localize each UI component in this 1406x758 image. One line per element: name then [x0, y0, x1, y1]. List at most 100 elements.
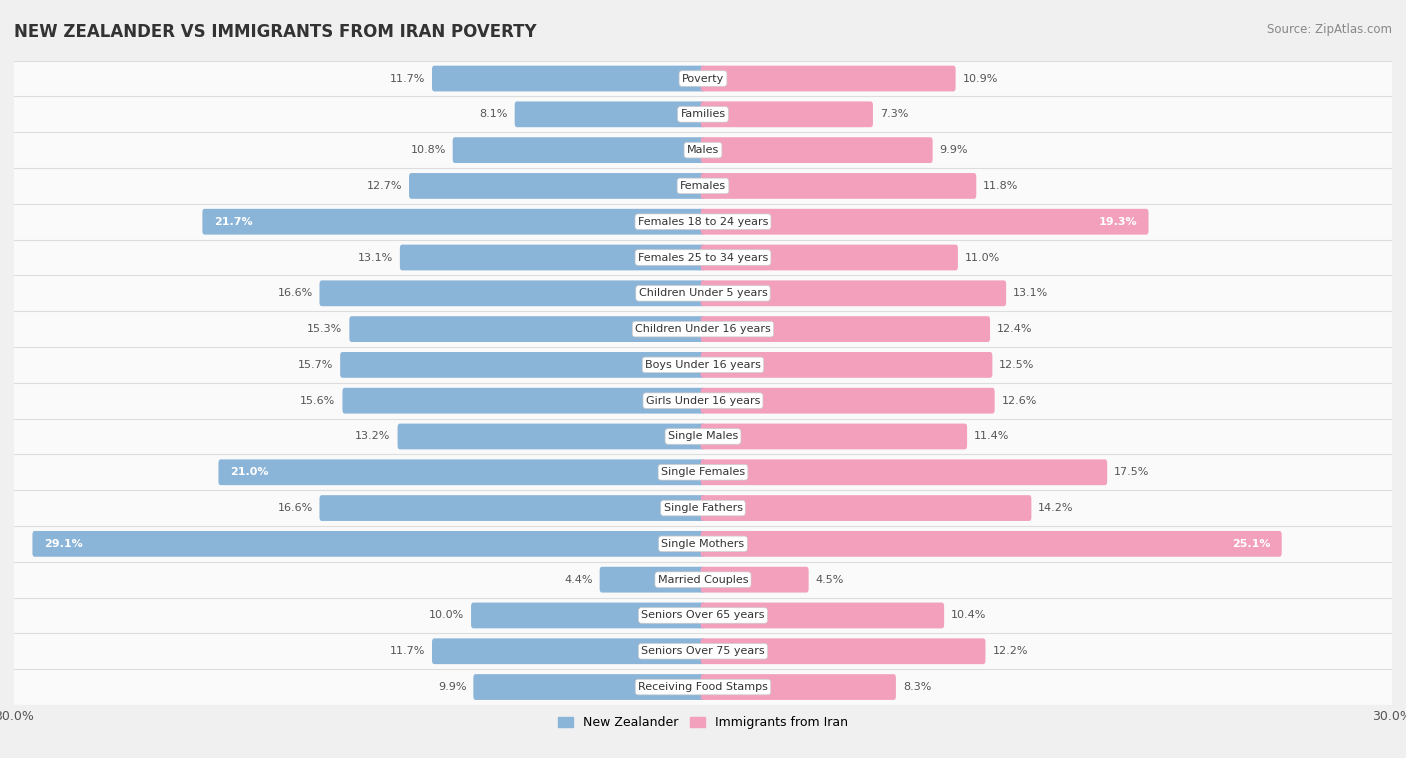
Text: 15.6%: 15.6% — [301, 396, 336, 406]
Text: 13.1%: 13.1% — [357, 252, 392, 262]
Text: 9.9%: 9.9% — [939, 145, 969, 155]
FancyBboxPatch shape — [218, 459, 706, 485]
Text: Source: ZipAtlas.com: Source: ZipAtlas.com — [1267, 23, 1392, 36]
FancyBboxPatch shape — [515, 102, 706, 127]
FancyBboxPatch shape — [319, 495, 706, 521]
FancyBboxPatch shape — [700, 638, 986, 664]
Text: Children Under 5 years: Children Under 5 years — [638, 288, 768, 299]
Text: 11.8%: 11.8% — [983, 181, 1018, 191]
Bar — [14, 132, 1392, 168]
FancyBboxPatch shape — [399, 245, 706, 271]
Text: 17.5%: 17.5% — [1114, 467, 1150, 478]
Text: 25.1%: 25.1% — [1232, 539, 1270, 549]
Text: 4.4%: 4.4% — [564, 575, 593, 584]
FancyBboxPatch shape — [471, 603, 706, 628]
Text: 8.3%: 8.3% — [903, 682, 931, 692]
Text: 13.2%: 13.2% — [356, 431, 391, 441]
Text: Boys Under 16 years: Boys Under 16 years — [645, 360, 761, 370]
FancyBboxPatch shape — [409, 173, 706, 199]
FancyBboxPatch shape — [398, 424, 706, 449]
FancyBboxPatch shape — [700, 316, 990, 342]
FancyBboxPatch shape — [599, 567, 706, 593]
FancyBboxPatch shape — [343, 388, 706, 414]
Text: 11.7%: 11.7% — [389, 74, 425, 83]
Bar — [14, 490, 1392, 526]
Text: 12.4%: 12.4% — [997, 324, 1032, 334]
FancyBboxPatch shape — [700, 495, 1032, 521]
FancyBboxPatch shape — [700, 674, 896, 700]
FancyBboxPatch shape — [474, 674, 706, 700]
Text: Seniors Over 65 years: Seniors Over 65 years — [641, 610, 765, 621]
FancyBboxPatch shape — [700, 388, 994, 414]
Text: Families: Families — [681, 109, 725, 119]
Bar — [14, 454, 1392, 490]
Text: 13.1%: 13.1% — [1012, 288, 1049, 299]
FancyBboxPatch shape — [202, 208, 706, 235]
FancyBboxPatch shape — [432, 66, 706, 92]
Text: 15.7%: 15.7% — [298, 360, 333, 370]
Text: 11.4%: 11.4% — [974, 431, 1010, 441]
Text: 10.8%: 10.8% — [411, 145, 446, 155]
FancyBboxPatch shape — [349, 316, 706, 342]
Text: Single Fathers: Single Fathers — [664, 503, 742, 513]
Text: 11.7%: 11.7% — [389, 647, 425, 656]
Text: Poverty: Poverty — [682, 74, 724, 83]
Text: 21.0%: 21.0% — [231, 467, 269, 478]
Text: 11.0%: 11.0% — [965, 252, 1000, 262]
Text: Children Under 16 years: Children Under 16 years — [636, 324, 770, 334]
Text: 9.9%: 9.9% — [437, 682, 467, 692]
Text: 29.1%: 29.1% — [44, 539, 83, 549]
Bar — [14, 634, 1392, 669]
Text: 10.4%: 10.4% — [950, 610, 987, 621]
Bar — [14, 275, 1392, 312]
FancyBboxPatch shape — [453, 137, 706, 163]
Text: Single Mothers: Single Mothers — [661, 539, 745, 549]
FancyBboxPatch shape — [700, 280, 1007, 306]
FancyBboxPatch shape — [700, 603, 945, 628]
FancyBboxPatch shape — [700, 137, 932, 163]
Text: Seniors Over 75 years: Seniors Over 75 years — [641, 647, 765, 656]
FancyBboxPatch shape — [700, 173, 976, 199]
Text: Females 18 to 24 years: Females 18 to 24 years — [638, 217, 768, 227]
FancyBboxPatch shape — [700, 459, 1107, 485]
Text: 19.3%: 19.3% — [1098, 217, 1137, 227]
Bar — [14, 96, 1392, 132]
Text: Males: Males — [688, 145, 718, 155]
FancyBboxPatch shape — [432, 638, 706, 664]
Text: 16.6%: 16.6% — [277, 288, 312, 299]
Text: 12.7%: 12.7% — [367, 181, 402, 191]
FancyBboxPatch shape — [700, 352, 993, 377]
Text: 12.6%: 12.6% — [1001, 396, 1036, 406]
FancyBboxPatch shape — [319, 280, 706, 306]
Bar — [14, 168, 1392, 204]
Bar — [14, 312, 1392, 347]
FancyBboxPatch shape — [700, 102, 873, 127]
FancyBboxPatch shape — [700, 208, 1149, 235]
Text: Girls Under 16 years: Girls Under 16 years — [645, 396, 761, 406]
Text: 15.3%: 15.3% — [307, 324, 343, 334]
Text: 10.9%: 10.9% — [963, 74, 998, 83]
Bar — [14, 383, 1392, 418]
Text: Married Couples: Married Couples — [658, 575, 748, 584]
Bar — [14, 669, 1392, 705]
FancyBboxPatch shape — [340, 352, 706, 377]
Text: 16.6%: 16.6% — [277, 503, 312, 513]
Text: 14.2%: 14.2% — [1038, 503, 1074, 513]
Text: Single Females: Single Females — [661, 467, 745, 478]
FancyBboxPatch shape — [32, 531, 706, 556]
Bar — [14, 526, 1392, 562]
Text: 12.5%: 12.5% — [1000, 360, 1035, 370]
Bar — [14, 61, 1392, 96]
Bar — [14, 418, 1392, 454]
Text: 7.3%: 7.3% — [880, 109, 908, 119]
Text: Receiving Food Stamps: Receiving Food Stamps — [638, 682, 768, 692]
FancyBboxPatch shape — [700, 66, 956, 92]
Text: 8.1%: 8.1% — [479, 109, 508, 119]
FancyBboxPatch shape — [700, 424, 967, 449]
Bar — [14, 562, 1392, 597]
Bar — [14, 597, 1392, 634]
Text: 4.5%: 4.5% — [815, 575, 844, 584]
Bar — [14, 347, 1392, 383]
FancyBboxPatch shape — [700, 531, 1282, 556]
FancyBboxPatch shape — [700, 567, 808, 593]
